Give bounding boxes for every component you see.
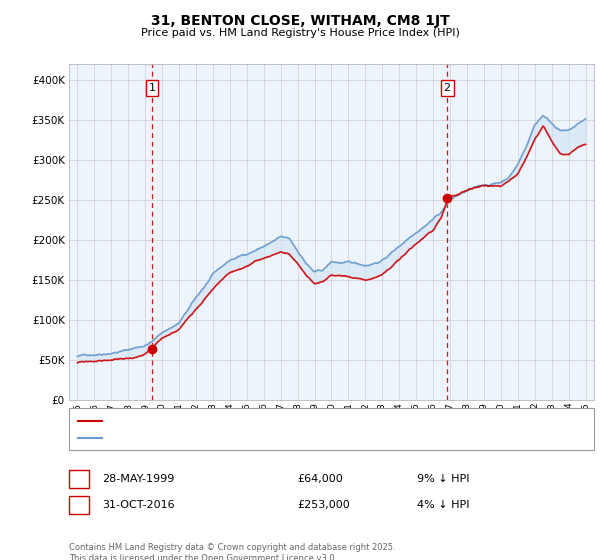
- Text: Price paid vs. HM Land Registry's House Price Index (HPI): Price paid vs. HM Land Registry's House …: [140, 28, 460, 38]
- Text: 28-MAY-1999: 28-MAY-1999: [102, 474, 175, 484]
- Text: 2: 2: [76, 500, 82, 510]
- Text: 31, BENTON CLOSE, WITHAM, CM8 1JT (semi-detached house): 31, BENTON CLOSE, WITHAM, CM8 1JT (semi-…: [106, 416, 409, 426]
- Text: 2: 2: [443, 83, 451, 93]
- Text: 31-OCT-2016: 31-OCT-2016: [102, 500, 175, 510]
- Text: £64,000: £64,000: [297, 474, 343, 484]
- Text: 4% ↓ HPI: 4% ↓ HPI: [417, 500, 469, 510]
- Text: 1: 1: [76, 474, 82, 484]
- Text: 1: 1: [149, 83, 155, 93]
- Text: HPI: Average price, semi-detached house, Braintree: HPI: Average price, semi-detached house,…: [106, 433, 359, 444]
- Text: 31, BENTON CLOSE, WITHAM, CM8 1JT: 31, BENTON CLOSE, WITHAM, CM8 1JT: [151, 14, 449, 28]
- Text: Contains HM Land Registry data © Crown copyright and database right 2025.
This d: Contains HM Land Registry data © Crown c…: [69, 543, 395, 560]
- Text: 9% ↓ HPI: 9% ↓ HPI: [417, 474, 469, 484]
- Text: £253,000: £253,000: [297, 500, 350, 510]
